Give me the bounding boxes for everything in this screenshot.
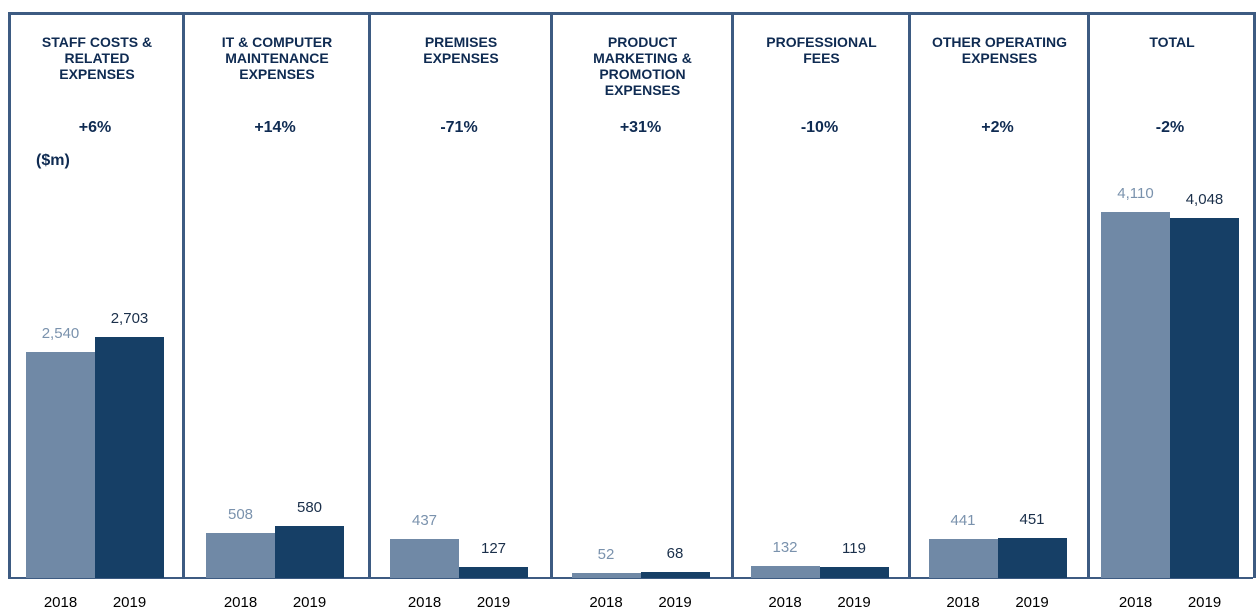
value-label: 68 — [666, 544, 684, 562]
baseline — [8, 577, 1253, 579]
x-tick-label: 2018 — [946, 594, 980, 611]
x-tick-label: 2019 — [1187, 594, 1222, 611]
panel — [368, 12, 553, 578]
panel-title: TOTAL — [1149, 34, 1195, 50]
bar — [26, 351, 95, 578]
value-label: 127 — [480, 539, 507, 557]
bar — [928, 538, 998, 578]
value-label: 4,110 — [1117, 185, 1154, 202]
panel — [731, 12, 911, 578]
bar — [1170, 217, 1239, 578]
change-label: -71% — [440, 119, 478, 136]
value-label: 580 — [296, 499, 323, 517]
x-tick-label: 2019 — [292, 594, 327, 611]
panel — [1087, 12, 1256, 578]
value-label: 52 — [597, 546, 615, 564]
unit-label: ($m) — [36, 152, 70, 169]
bar — [571, 573, 641, 578]
value-label: 2,703 — [110, 310, 149, 328]
bar — [206, 532, 275, 578]
bar — [1101, 212, 1170, 578]
bar — [640, 571, 710, 578]
panel — [182, 12, 371, 578]
value-label: 508 — [227, 505, 254, 523]
x-tick-label: 2018 — [407, 594, 442, 611]
bar — [997, 537, 1067, 578]
change-label: +31% — [619, 119, 662, 136]
change-label: +14% — [254, 119, 296, 136]
value-label: 451 — [1019, 510, 1045, 528]
x-tick-label: 2019 — [658, 594, 692, 611]
panel-title: OTHER OPERATING EXPENSES — [931, 34, 1068, 66]
panel — [908, 12, 1090, 578]
bar — [750, 566, 820, 578]
x-tick-label: 2019 — [1015, 594, 1049, 611]
change-label: -10% — [800, 119, 839, 136]
x-tick-label: 2019 — [112, 594, 147, 611]
value-label: 2,540 — [41, 324, 80, 342]
change-label: +6% — [78, 119, 112, 136]
bar — [95, 337, 164, 578]
panel-title: IT & COMPUTER MAINTENANCE EXPENSES — [221, 34, 333, 82]
x-tick-label: 2018 — [43, 594, 78, 611]
value-label: 119 — [842, 540, 866, 558]
value-label: 4,048 — [1185, 190, 1224, 208]
bar — [390, 539, 459, 578]
panel-title: PREMISES EXPENSES — [423, 34, 499, 66]
value-label: 437 — [411, 512, 438, 530]
bar — [819, 567, 889, 578]
x-tick-label: 2018 — [1118, 594, 1153, 611]
change-label: -2% — [1155, 119, 1185, 136]
bar — [459, 566, 528, 578]
panel-title: STAFF COSTS & RELATED EXPENSES — [41, 34, 153, 82]
bar — [275, 526, 344, 578]
x-tick-label: 2019 — [837, 594, 871, 611]
value-label: 132 — [772, 539, 798, 557]
panel-title: PROFESSIONAL FEES — [766, 34, 877, 66]
change-label: +2% — [981, 119, 1014, 136]
x-tick-label: 2018 — [589, 594, 623, 611]
panel-title: PRODUCT MARKETING & PROMOTION EXPENSES — [593, 34, 692, 98]
x-tick-label: 2018 — [768, 594, 802, 611]
x-tick-label: 2018 — [223, 594, 258, 611]
value-label: 441 — [950, 511, 976, 529]
x-tick-label: 2019 — [476, 594, 511, 611]
